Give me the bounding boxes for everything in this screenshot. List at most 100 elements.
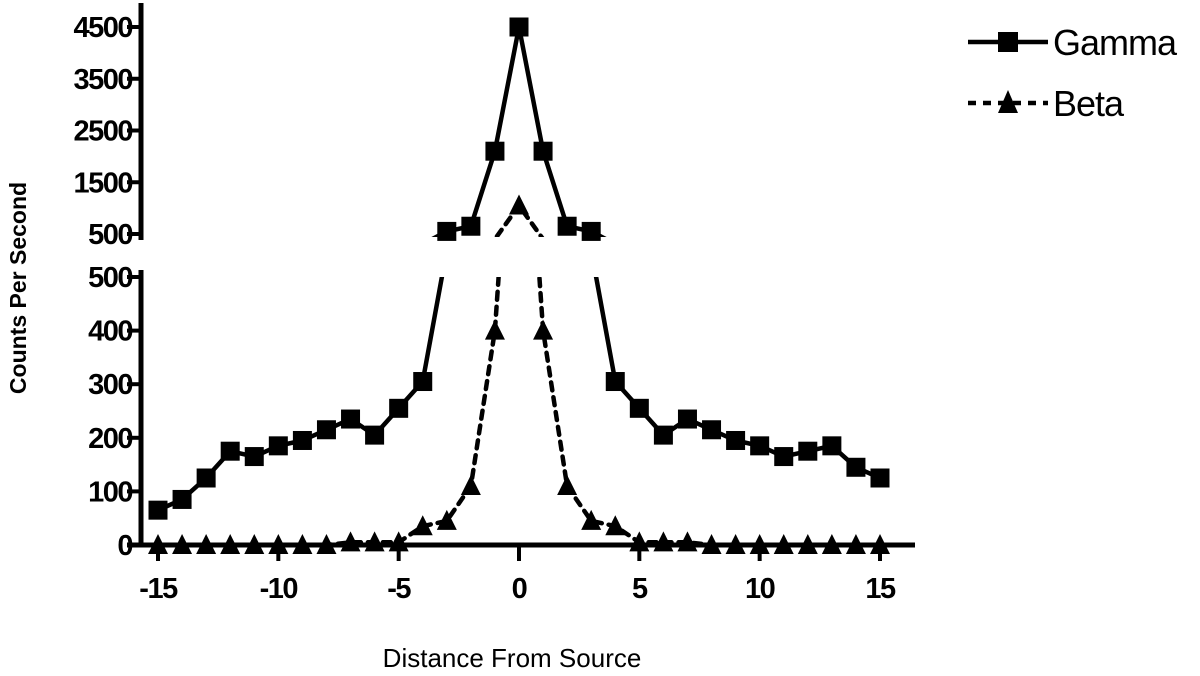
x-tick-label: -5 xyxy=(387,573,411,605)
point-gamma xyxy=(629,398,649,418)
legend-beta-label: Beta xyxy=(1053,83,1125,124)
point-beta xyxy=(605,515,626,536)
x-axis-title: Distance From Source xyxy=(383,643,642,673)
series-line-gamma-upper xyxy=(431,24,607,237)
y-upper-tick-label: 4500 xyxy=(73,12,132,44)
point-beta xyxy=(436,509,457,530)
legend: Gamma Beta xyxy=(968,22,1179,124)
legend-gamma-marker xyxy=(998,32,1018,52)
point-gamma xyxy=(148,500,168,520)
y-lower-tick-label: 400 xyxy=(88,316,132,348)
point-gamma xyxy=(485,141,505,161)
point-beta xyxy=(268,534,289,554)
point-beta xyxy=(484,319,505,340)
point-beta xyxy=(725,534,746,554)
point-beta xyxy=(388,531,409,552)
point-gamma xyxy=(316,420,336,440)
point-beta xyxy=(581,509,602,530)
point-beta xyxy=(557,475,578,496)
point-gamma xyxy=(870,468,890,488)
point-gamma xyxy=(196,468,216,488)
legend-item-gamma: Gamma xyxy=(968,22,1179,63)
point-gamma xyxy=(220,441,240,461)
point-beta xyxy=(677,531,698,552)
point-gamma xyxy=(365,425,385,445)
point-gamma xyxy=(389,398,409,418)
point-gamma xyxy=(846,457,866,477)
point-gamma xyxy=(509,17,529,37)
point-beta xyxy=(340,531,361,552)
y-upper-tick-label: 500 xyxy=(88,219,132,251)
point-beta xyxy=(292,534,313,554)
y-upper-tick-label: 2500 xyxy=(73,116,132,148)
y-upper-tick-labels: 500 1500 2500 3500 4500 xyxy=(73,12,133,251)
point-beta xyxy=(509,194,529,215)
point-gamma xyxy=(292,430,312,450)
legend-gamma-label: Gamma xyxy=(1053,22,1178,63)
point-beta xyxy=(148,534,168,554)
x-tick-label: -10 xyxy=(260,573,298,605)
point-gamma xyxy=(605,372,625,392)
series-line-gamma-lower xyxy=(155,277,883,513)
point-beta xyxy=(196,534,217,554)
point-gamma xyxy=(268,436,288,456)
y-upper-tick-label: 1500 xyxy=(73,167,132,199)
point-gamma xyxy=(413,372,433,392)
y-lower-tick-label: 500 xyxy=(88,262,132,294)
point-beta xyxy=(172,534,193,554)
point-beta xyxy=(629,531,650,552)
y-upper-tick-label: 3500 xyxy=(73,64,132,96)
x-tick-label: 15 xyxy=(865,573,896,605)
point-gamma xyxy=(702,420,722,440)
point-beta xyxy=(701,534,722,554)
point-beta xyxy=(821,534,842,554)
point-beta xyxy=(749,534,770,554)
legend-item-beta: Beta xyxy=(968,83,1126,124)
point-gamma xyxy=(726,430,746,450)
point-gamma xyxy=(798,441,818,461)
point-beta xyxy=(773,534,794,554)
x-tick-label: -15 xyxy=(139,573,178,605)
series-markers xyxy=(148,17,890,554)
point-gamma xyxy=(822,436,842,456)
y-lower-tick-label: 100 xyxy=(88,476,132,508)
series-lines-upper xyxy=(431,24,607,237)
point-gamma xyxy=(461,216,481,236)
point-gamma xyxy=(533,141,553,161)
point-beta xyxy=(364,531,385,552)
point-beta xyxy=(533,319,554,340)
x-tick-label: 5 xyxy=(632,573,648,605)
x-tick-labels: -15 -10 -5 0 5 10 15 xyxy=(139,573,897,605)
point-beta xyxy=(845,534,866,554)
point-beta xyxy=(220,534,241,554)
point-gamma xyxy=(341,409,361,429)
y-axis-title: Counts Per Second xyxy=(5,182,31,394)
y-lower-tick-labels: 0 100 200 300 400 500 xyxy=(88,262,134,562)
x-tick-label: 10 xyxy=(745,573,775,605)
legend-beta-marker xyxy=(998,90,1018,113)
point-gamma xyxy=(581,221,601,241)
series-line-beta-lower xyxy=(155,277,883,548)
x-tick-label: 0 xyxy=(512,573,527,605)
point-gamma xyxy=(750,436,770,456)
point-beta xyxy=(870,534,890,554)
point-gamma xyxy=(172,489,192,509)
y-lower-tick-label: 0 xyxy=(117,530,132,562)
point-gamma xyxy=(437,221,457,241)
point-gamma xyxy=(653,425,673,445)
series-lines-lower xyxy=(155,277,883,548)
point-gamma xyxy=(244,447,264,467)
y-lower-tick-label: 300 xyxy=(88,369,132,401)
point-beta xyxy=(460,475,481,496)
point-gamma xyxy=(774,447,794,467)
point-beta xyxy=(316,534,337,554)
point-beta xyxy=(244,534,265,554)
y-lower-tick-label: 200 xyxy=(88,423,132,455)
axes xyxy=(127,3,915,561)
point-beta xyxy=(653,531,674,552)
point-beta xyxy=(412,515,433,536)
point-gamma xyxy=(557,216,577,236)
point-gamma xyxy=(677,409,697,429)
point-beta xyxy=(797,534,818,554)
